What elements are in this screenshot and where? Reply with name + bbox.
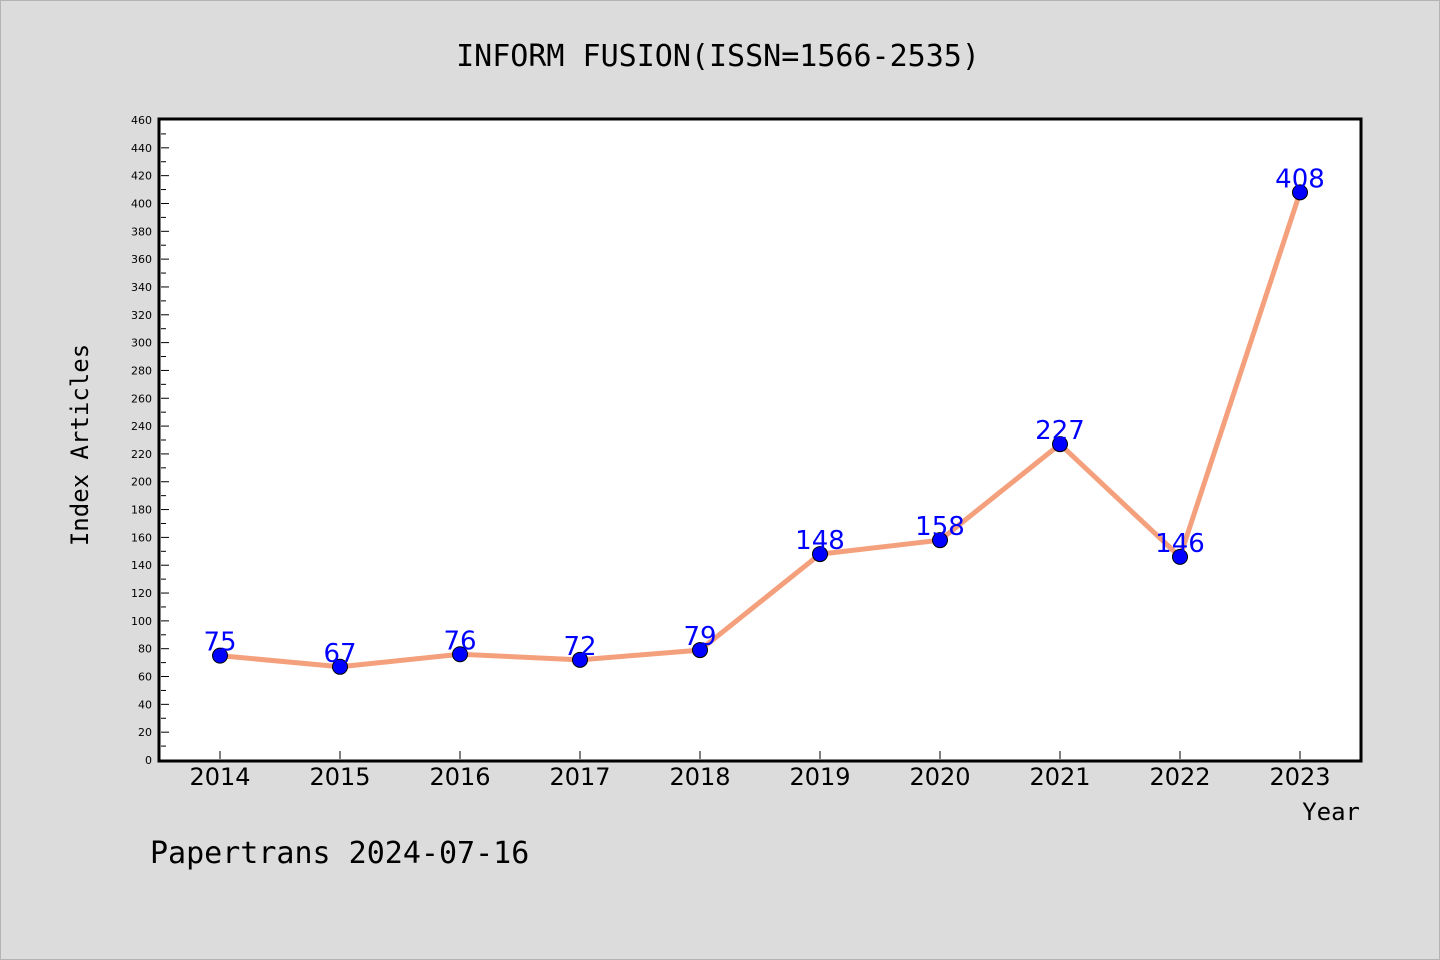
y-tick-label: 320 — [131, 309, 152, 322]
data-label: 76 — [443, 626, 476, 656]
y-tick-label: 120 — [131, 587, 152, 600]
y-tick-label: 460 — [131, 114, 152, 127]
x-tick-label: 2016 — [429, 763, 490, 791]
data-label: 227 — [1035, 416, 1085, 446]
x-tick-label: 2015 — [309, 763, 370, 791]
y-tick-label: 280 — [131, 364, 152, 377]
data-point — [932, 532, 948, 549]
x-axis-ticks: 2014 2015 2016 2017 2018 2019 2020 2021 2022 2023 — [189, 751, 1331, 791]
footer-date: Papertrans 2024-07-16 — [150, 836, 529, 871]
y-tick-label: 300 — [131, 337, 152, 350]
y-tick-label: 440 — [131, 142, 152, 155]
y-axis-ticks: 0 20 40 60 80 100 120 140 160 180 200 220 240 260 280 3… — [131, 114, 169, 767]
data-point — [212, 647, 228, 664]
y-tick-label: 80 — [138, 643, 152, 656]
x-tick-label: 2023 — [1269, 763, 1330, 791]
data-point — [572, 651, 588, 668]
y-tick-label: 100 — [131, 615, 152, 628]
y-tick-label: 260 — [131, 392, 152, 405]
data-label: 72 — [563, 632, 596, 662]
data-label: 146 — [1155, 529, 1205, 559]
data-point — [812, 546, 828, 563]
y-tick-label: 380 — [131, 225, 152, 238]
data-point — [1052, 436, 1068, 453]
y-tick-label: 160 — [131, 531, 152, 544]
series-line — [219, 191, 1303, 670]
y-tick-label: 0 — [145, 754, 152, 767]
x-tick-label: 2021 — [1029, 763, 1090, 791]
y-tick-label: 180 — [131, 504, 152, 517]
y-tick-label: 40 — [138, 698, 152, 711]
data-labels: 75 67 76 72 79 148 158 227 146 408 — [203, 164, 1324, 668]
y-tick-label: 240 — [131, 420, 152, 433]
data-label: 148 — [795, 526, 845, 556]
data-label: 67 — [323, 639, 356, 669]
x-tick-label: 2017 — [549, 763, 610, 791]
x-tick-label: 2018 — [669, 763, 730, 791]
data-point — [692, 642, 708, 659]
chart-title: INFORM FUSION(ISSN=1566-2535) — [456, 39, 980, 74]
data-point — [332, 658, 348, 675]
data-point — [1172, 548, 1188, 565]
y-tick-label: 420 — [131, 170, 152, 183]
y-tick-label: 20 — [138, 726, 152, 739]
y-tick-label: 60 — [138, 671, 152, 684]
plot-area — [157, 117, 1363, 763]
y-tick-label: 360 — [131, 253, 152, 266]
y-tick-label: 340 — [131, 281, 152, 294]
y-axis-title: Index Articles — [66, 344, 94, 546]
data-markers — [212, 184, 1308, 675]
y-tick-label: 200 — [131, 476, 152, 489]
y-tick-label: 220 — [131, 448, 152, 461]
x-tick-label: 2014 — [189, 763, 250, 791]
x-tick-label: 2019 — [789, 763, 850, 791]
data-label: 75 — [203, 628, 236, 658]
data-label: 408 — [1275, 164, 1325, 194]
x-tick-label: 2022 — [1149, 763, 1210, 791]
data-label: 79 — [683, 622, 716, 652]
y-tick-label: 400 — [131, 197, 152, 210]
x-axis-title: Year — [1302, 798, 1360, 826]
x-tick-label: 2020 — [909, 763, 970, 791]
y-tick-label: 140 — [131, 559, 152, 572]
data-point — [452, 646, 468, 663]
data-label: 158 — [915, 512, 965, 542]
data-point — [1292, 184, 1308, 201]
